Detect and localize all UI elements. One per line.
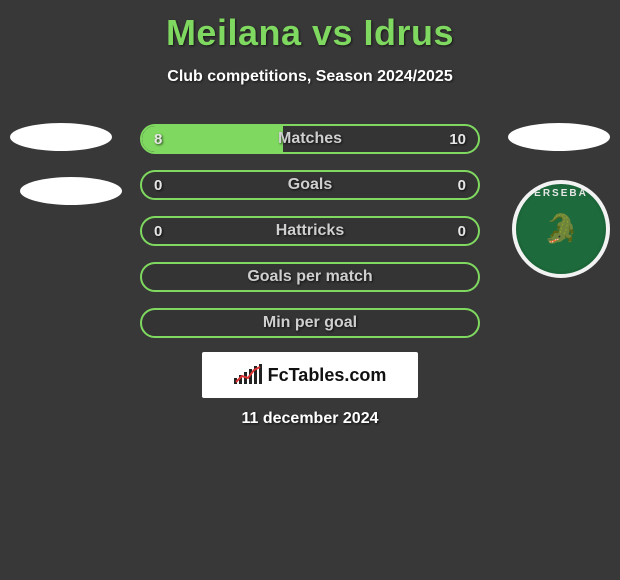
stat-row: 00Hattricks: [140, 216, 480, 246]
player-left-avatar-2: [20, 177, 122, 205]
stat-row: Min per goal: [140, 308, 480, 338]
stat-rows: 810Matches 00Goals 00Hattricks Goals per ma…: [140, 124, 480, 354]
stat-label: Min per goal: [142, 310, 478, 336]
player-left-avatar-1: [10, 123, 112, 151]
crest-arc-text: ERSEBA: [516, 188, 606, 199]
stat-row: 00Goals: [140, 170, 480, 200]
date-label: 11 december 2024: [0, 410, 620, 428]
stat-row: Goals per match: [140, 262, 480, 292]
player-right-avatar-1: [508, 123, 610, 151]
branding-line-icon: [234, 364, 262, 386]
branding-text: FcTables.com: [268, 365, 387, 386]
stat-label: Hattricks: [142, 218, 478, 244]
stat-label: Matches: [142, 126, 478, 152]
crest-glyph: 🐊: [544, 215, 579, 243]
page-title: Meilana vs Idrus: [0, 0, 620, 54]
page-subtitle: Club competitions, Season 2024/2025: [0, 68, 620, 86]
club-crest: ERSEBA 🐊: [512, 180, 610, 278]
stat-label: Goals: [142, 172, 478, 198]
branding-badge: FcTables.com: [202, 352, 418, 398]
stat-label: Goals per match: [142, 264, 478, 290]
stat-row: 810Matches: [140, 124, 480, 154]
